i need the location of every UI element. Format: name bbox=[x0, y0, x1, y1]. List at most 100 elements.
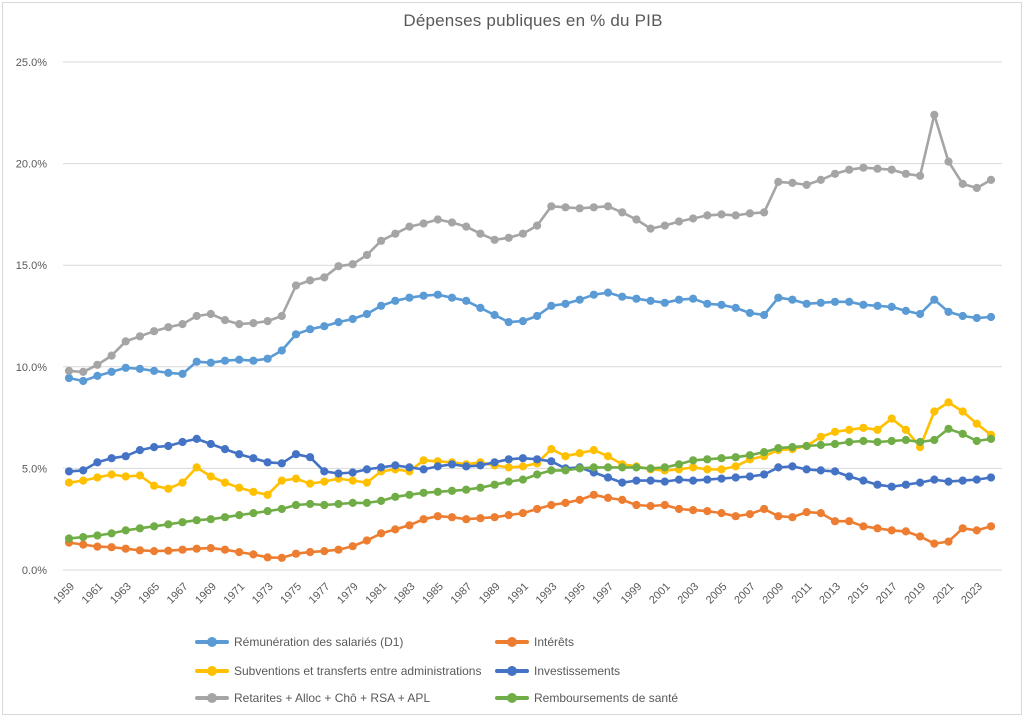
data-point-marker bbox=[206, 439, 215, 449]
data-point-marker bbox=[660, 221, 669, 230]
data-point-marker bbox=[901, 425, 911, 434]
data-point-marker bbox=[79, 367, 88, 376]
data-point-marker bbox=[462, 485, 471, 494]
data-point-marker bbox=[703, 455, 712, 464]
data-point-marker bbox=[433, 512, 442, 521]
data-point-marker bbox=[703, 475, 712, 484]
data-point-marker bbox=[235, 483, 244, 492]
data-point-marker bbox=[93, 458, 102, 467]
data-point-marker bbox=[760, 310, 769, 320]
data-point-marker bbox=[916, 478, 925, 487]
data-point-marker bbox=[816, 432, 825, 441]
data-point-marker bbox=[717, 474, 726, 483]
data-point-marker bbox=[192, 463, 201, 472]
data-point-marker bbox=[930, 435, 939, 445]
data-point-marker bbox=[320, 500, 329, 510]
data-point-marker bbox=[901, 435, 911, 445]
data-point-marker bbox=[632, 500, 641, 510]
data-point-marker bbox=[845, 425, 854, 434]
data-point-marker bbox=[462, 515, 471, 524]
data-point-marker bbox=[731, 512, 740, 521]
data-point-marker bbox=[362, 478, 371, 487]
data-point-marker bbox=[972, 475, 981, 484]
data-point-marker bbox=[986, 473, 996, 482]
x-tick-label: 1975 bbox=[278, 581, 304, 607]
data-point-marker bbox=[107, 454, 116, 463]
data-point-marker bbox=[150, 547, 159, 556]
data-point-marker bbox=[703, 211, 712, 220]
data-point-marker bbox=[79, 540, 88, 549]
data-point-marker bbox=[334, 262, 343, 271]
data-point-marker bbox=[306, 548, 315, 557]
data-point-marker bbox=[575, 204, 584, 213]
data-point-marker bbox=[405, 293, 414, 302]
data-point-marker bbox=[235, 355, 244, 364]
data-point-marker bbox=[206, 358, 215, 367]
data-point-marker bbox=[845, 472, 854, 481]
data-point-marker bbox=[249, 356, 258, 365]
data-point-marker bbox=[348, 260, 357, 269]
data-point-marker bbox=[788, 513, 797, 522]
data-point-marker bbox=[419, 456, 428, 465]
data-point-marker bbox=[845, 517, 854, 526]
data-point-marker bbox=[745, 472, 755, 481]
data-point-marker bbox=[618, 292, 627, 301]
data-point-marker bbox=[263, 317, 272, 326]
data-point-marker bbox=[320, 477, 329, 486]
data-point-marker bbox=[334, 545, 343, 554]
data-point-marker bbox=[291, 281, 301, 290]
data-point-marker bbox=[689, 294, 698, 303]
data-point-marker bbox=[121, 452, 130, 461]
data-point-marker bbox=[504, 510, 513, 520]
data-point-marker bbox=[533, 221, 542, 230]
data-point-marker bbox=[972, 419, 981, 428]
data-point-marker bbox=[348, 476, 357, 485]
data-point-marker bbox=[476, 461, 485, 470]
data-point-marker bbox=[632, 215, 641, 224]
data-point-marker bbox=[419, 291, 428, 300]
data-point-marker bbox=[206, 515, 215, 524]
data-point-marker bbox=[958, 524, 967, 533]
data-point-marker bbox=[348, 498, 357, 507]
series-3 bbox=[64, 434, 996, 491]
data-point-marker bbox=[717, 300, 726, 309]
data-point-marker bbox=[788, 178, 797, 187]
data-point-marker bbox=[447, 460, 457, 469]
data-point-marker bbox=[986, 522, 996, 531]
y-tick-label: 15.0% bbox=[16, 260, 47, 272]
data-point-marker bbox=[433, 290, 442, 299]
data-point-marker bbox=[646, 224, 655, 233]
data-point-marker bbox=[206, 544, 215, 553]
data-point-marker bbox=[816, 466, 825, 475]
x-tick-label: 1981 bbox=[363, 581, 389, 607]
data-point-marker bbox=[206, 309, 215, 319]
data-point-marker bbox=[618, 208, 627, 217]
data-point-marker bbox=[916, 532, 925, 541]
data-point-marker bbox=[164, 546, 173, 555]
data-point-marker bbox=[547, 466, 556, 475]
data-point-marker bbox=[490, 480, 499, 489]
data-point-marker bbox=[64, 534, 74, 543]
data-point-marker bbox=[873, 301, 882, 310]
data-point-marker bbox=[901, 527, 911, 536]
data-point-marker bbox=[603, 288, 613, 297]
data-point-marker bbox=[476, 514, 485, 523]
data-point-marker bbox=[816, 175, 825, 184]
data-point-marker bbox=[930, 407, 939, 416]
data-point-marker bbox=[135, 364, 144, 373]
data-point-marker bbox=[774, 293, 783, 302]
data-point-marker bbox=[306, 479, 315, 488]
data-point-marker bbox=[873, 425, 882, 434]
data-point-marker bbox=[603, 493, 613, 502]
data-point-marker bbox=[830, 169, 840, 178]
data-point-marker bbox=[802, 441, 811, 451]
data-point-marker bbox=[533, 455, 542, 464]
data-point-marker bbox=[419, 488, 428, 497]
data-point-marker bbox=[121, 363, 130, 372]
data-point-marker bbox=[419, 219, 428, 228]
data-point-marker bbox=[533, 470, 542, 479]
data-point-marker bbox=[178, 545, 187, 554]
data-point-marker bbox=[277, 459, 286, 468]
data-point-marker bbox=[873, 524, 882, 533]
x-tick-label: 2021 bbox=[931, 581, 957, 607]
